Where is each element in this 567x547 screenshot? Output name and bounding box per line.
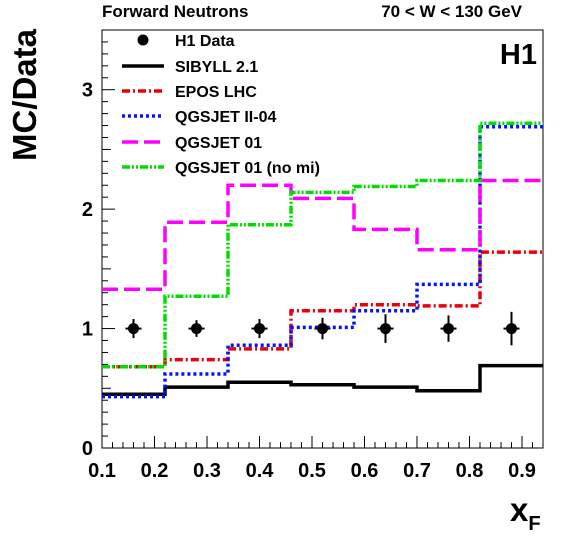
x-tick-label: 0.6: [351, 460, 379, 482]
data-point: [317, 323, 328, 335]
y-tick-label: 2: [82, 199, 93, 221]
series-sibyll-2-1: [102, 363, 543, 397]
axes: 0.1 0.2 0.3 0.4 0.5 0.6 0.7 0.8 0.9 0 1 2 3: [82, 29, 544, 482]
series-epos-lhc: [102, 250, 543, 369]
legend-label: EPOS LHC: [175, 84, 257, 101]
series-qgsjet-01: [102, 178, 543, 291]
legend-label: QGSJET II-04: [175, 109, 276, 126]
y-axis-label: MC/Data: [6, 28, 43, 161]
legend-label: H1 Data: [175, 33, 235, 50]
legend-marker-h1-data: [137, 34, 149, 46]
legend: H1 Data SIBYLL 2.1 EPOS LHC QGSJET II-04 QGS…: [122, 33, 320, 177]
y-tick-label: 1: [82, 319, 93, 341]
x-tick-label: 0.7: [403, 460, 431, 482]
header-right: 70 < W < 130 GeV: [381, 2, 522, 21]
legend-label: QGSJET 01 (no mi): [175, 160, 320, 177]
header-left: Forward Neutrons: [102, 2, 248, 21]
series-qgsjet-ii-04: [102, 124, 543, 399]
x-axis-label-main: x: [510, 491, 529, 528]
x-tick-label: 0.1: [88, 460, 116, 482]
data-point: [254, 323, 265, 335]
x-tick-label: 0.5: [298, 460, 326, 482]
x-tick-label: 0.3: [193, 460, 221, 482]
x-tick-label: 0.9: [508, 460, 536, 482]
legend-label: QGSJET 01: [175, 135, 262, 152]
x-axis-label-sub: F: [528, 513, 540, 535]
series-layer: [102, 121, 543, 399]
data-points: [125, 311, 520, 346]
x-tick-label: 0.2: [141, 460, 169, 482]
x-tick-label: 0.8: [456, 460, 484, 482]
y-tick-label: 0: [82, 438, 93, 460]
series-qgsjet-01-no-mi: [102, 121, 543, 369]
y-tick-label: 3: [82, 80, 93, 102]
data-point: [506, 323, 517, 335]
data-point: [128, 323, 139, 335]
x-tick-label: 0.4: [246, 460, 275, 482]
data-point: [191, 323, 202, 335]
data-point: [443, 323, 454, 335]
h1-badge: H1: [500, 39, 537, 71]
legend-label: SIBYLL 2.1: [175, 59, 258, 76]
data-point: [380, 323, 391, 335]
x-axis-label: xF: [510, 491, 541, 535]
